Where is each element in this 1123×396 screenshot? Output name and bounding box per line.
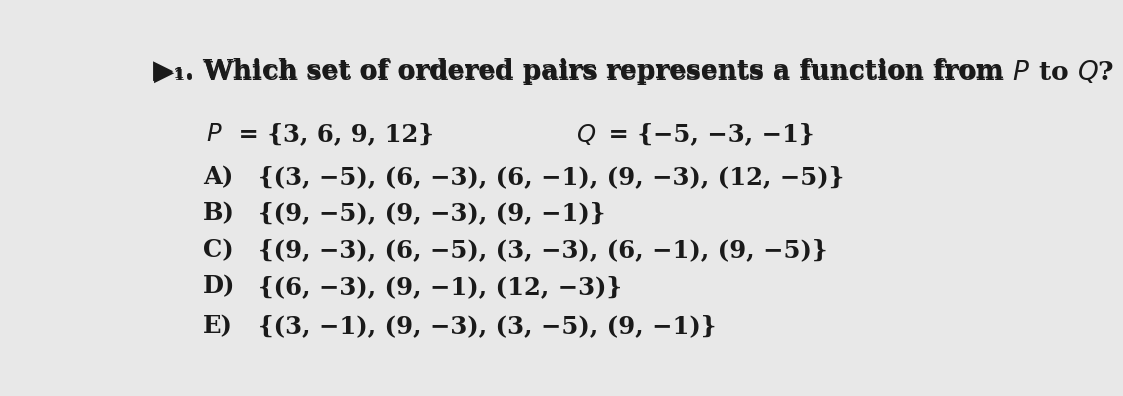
Text: B): B) (203, 202, 235, 225)
Text: {(6, −3), (9, −1), (12, −3)}: {(6, −3), (9, −1), (12, −3)} (258, 275, 622, 299)
Text: = {3, 6, 9, 12}: = {3, 6, 9, 12} (230, 122, 433, 146)
Text: {(9, −5), (9, −3), (9, −1)}: {(9, −5), (9, −3), (9, −1)} (258, 202, 605, 225)
Text: = {−5, −3, −1}: = {−5, −3, −1} (600, 122, 814, 146)
Text: ▶₁. Which set of ordered pairs represents a function from $P$ to $Q$?: ▶₁. Which set of ordered pairs represent… (154, 58, 1114, 87)
Text: C): C) (203, 238, 234, 262)
Text: A): A) (203, 165, 234, 189)
Text: {(3, −5), (6, −3), (6, −1), (9, −3), (12, −5)}: {(3, −5), (6, −3), (6, −1), (9, −3), (12… (258, 165, 844, 189)
Text: {(3, −1), (9, −3), (3, −5), (9, −1)}: {(3, −1), (9, −3), (3, −5), (9, −1)} (258, 314, 716, 338)
Text: $P$: $P$ (206, 122, 222, 146)
Text: $Q$: $Q$ (575, 122, 595, 147)
Text: E): E) (203, 314, 232, 338)
Text: D): D) (203, 275, 236, 299)
Text: {(9, −3), (6, −5), (3, −3), (6, −1), (9, −5)}: {(9, −3), (6, −5), (3, −3), (6, −1), (9,… (258, 238, 828, 262)
Text: ▶₁. Which set of ordered pairs represents a function from: ▶₁. Which set of ordered pairs represent… (154, 58, 1013, 83)
